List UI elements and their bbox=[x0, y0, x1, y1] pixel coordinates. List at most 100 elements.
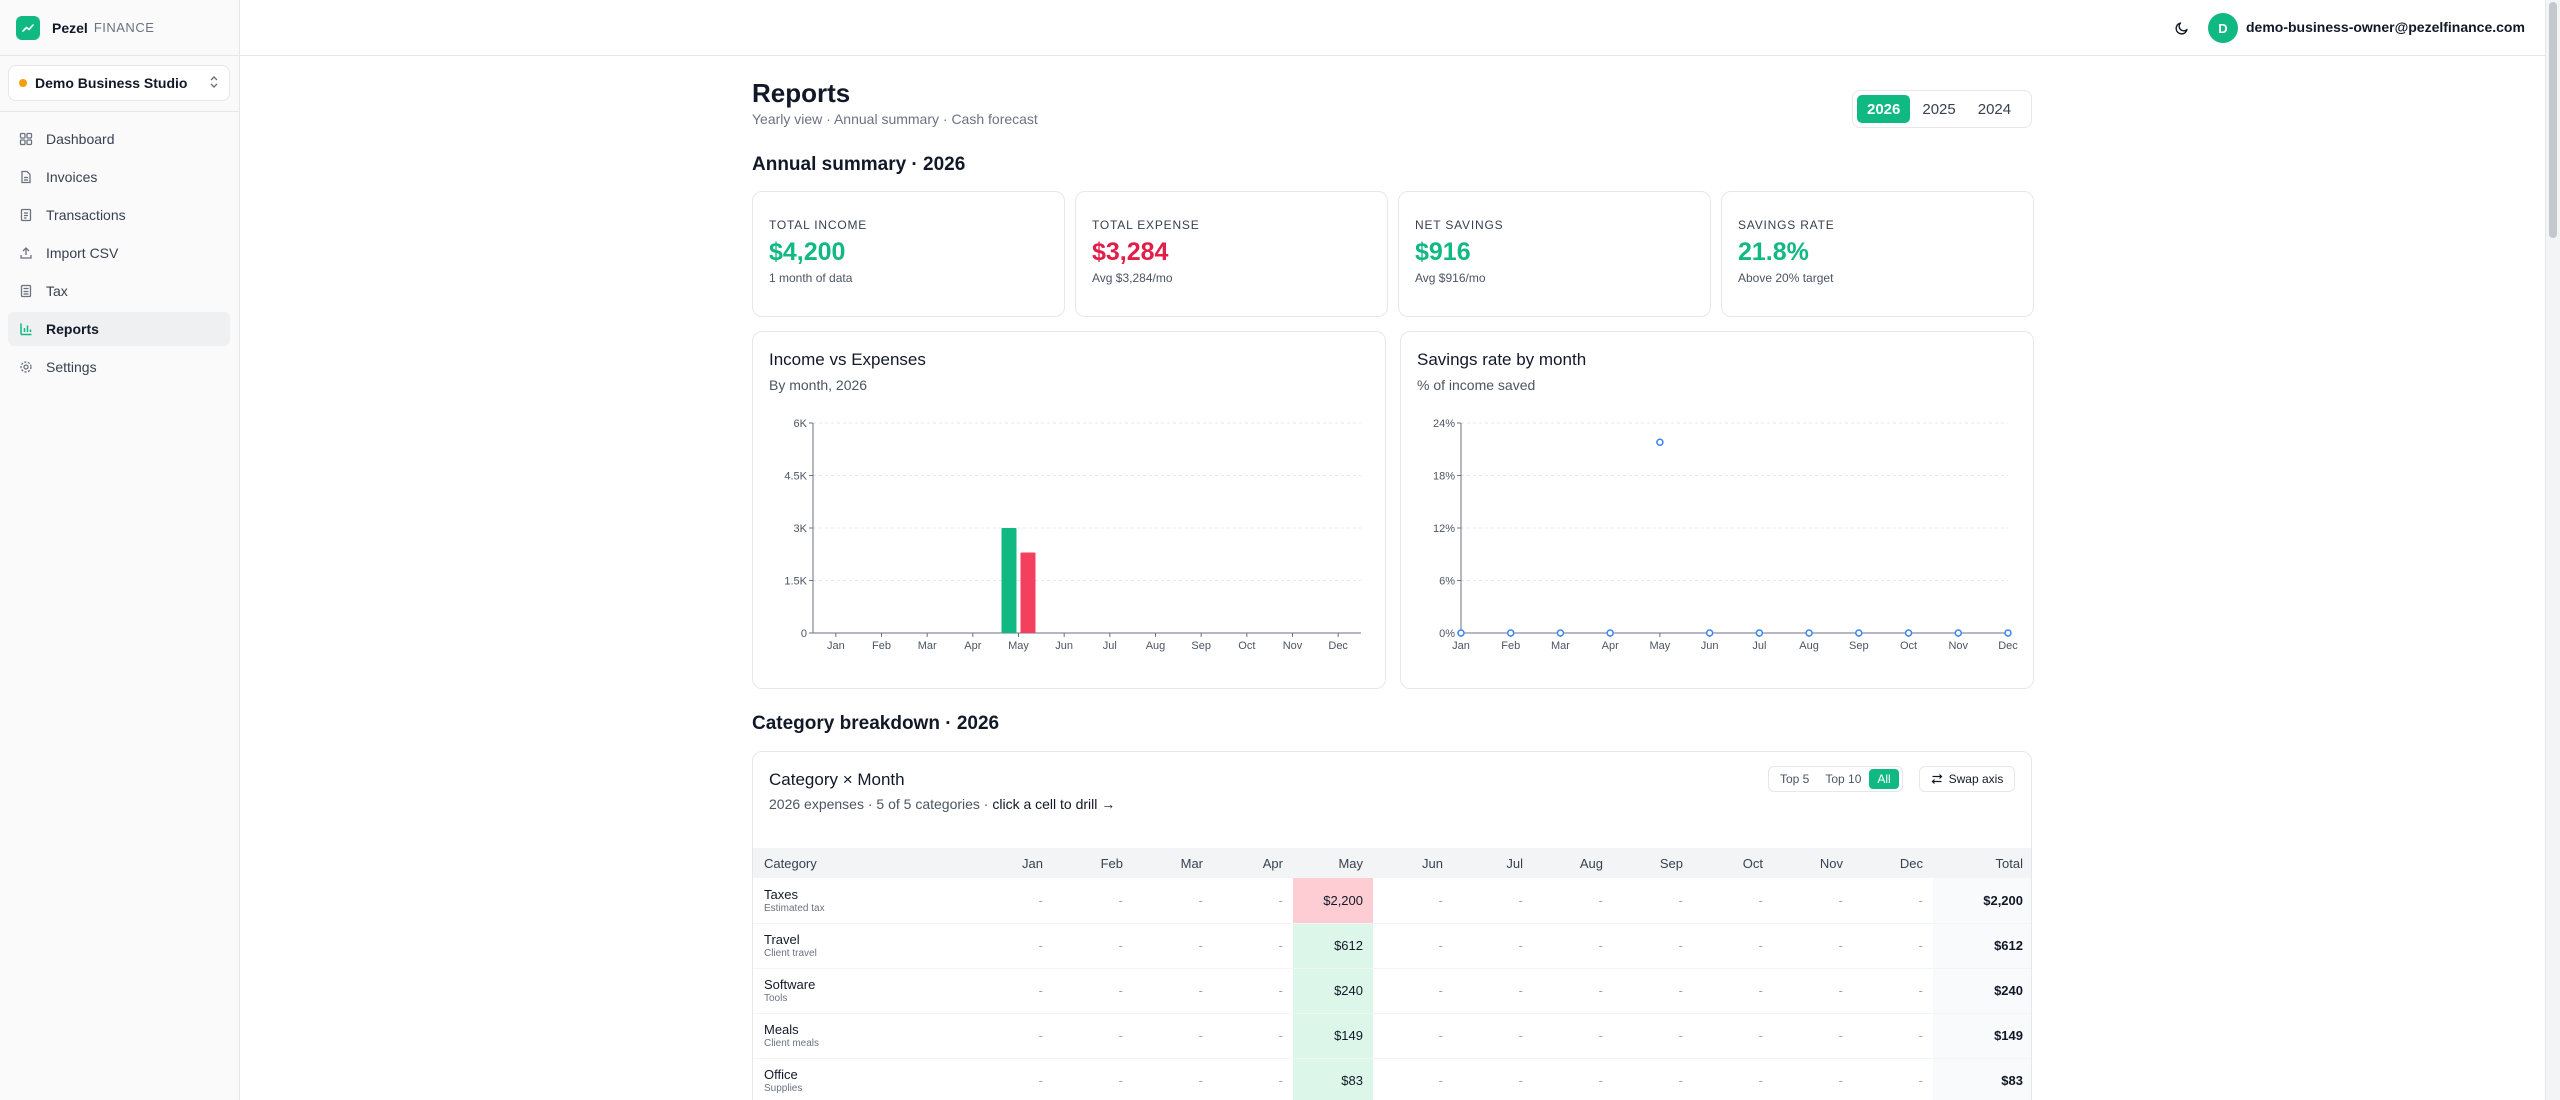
empty-cell[interactable]: - bbox=[1613, 968, 1693, 1014]
empty-cell[interactable]: - bbox=[1373, 923, 1453, 969]
point-feb[interactable] bbox=[1506, 629, 1515, 637]
point-aug[interactable] bbox=[1805, 629, 1813, 637]
empty-cell[interactable]: - bbox=[1213, 1013, 1293, 1059]
year-2025-button[interactable]: 2025 bbox=[1922, 100, 1956, 118]
empty-cell[interactable]: - bbox=[1453, 1013, 1533, 1059]
empty-cell[interactable]: - bbox=[1853, 1058, 1933, 1100]
sidebar-item-settings[interactable]: Settings bbox=[8, 350, 230, 384]
column-header-dec[interactable]: Dec bbox=[1853, 848, 1933, 878]
empty-cell[interactable]: - bbox=[1533, 1013, 1613, 1059]
sidebar-item-import-csv[interactable]: Import CSV bbox=[8, 236, 230, 270]
point-nov[interactable] bbox=[1954, 629, 1963, 637]
empty-cell[interactable]: - bbox=[1533, 878, 1613, 924]
empty-cell[interactable]: - bbox=[1373, 1058, 1453, 1100]
empty-cell[interactable]: - bbox=[1133, 968, 1213, 1014]
empty-cell[interactable]: - bbox=[1533, 968, 1613, 1014]
all-button[interactable]: All bbox=[1869, 769, 1899, 789]
column-header-feb[interactable]: Feb bbox=[1053, 848, 1133, 878]
amount-cell[interactable]: $149 bbox=[1293, 1013, 1373, 1059]
top-5-button[interactable]: Top 5 bbox=[1780, 772, 1810, 786]
empty-cell[interactable]: - bbox=[1453, 923, 1533, 969]
column-header-jul[interactable]: Jul bbox=[1453, 848, 1533, 878]
point-dec[interactable] bbox=[2004, 629, 2012, 637]
empty-cell[interactable]: - bbox=[1773, 968, 1853, 1014]
column-header-apr[interactable]: Apr bbox=[1213, 848, 1293, 878]
empty-cell[interactable]: - bbox=[1453, 1058, 1533, 1100]
moon-icon[interactable] bbox=[2170, 16, 2194, 40]
column-header-jun[interactable]: Jun bbox=[1373, 848, 1453, 878]
column-header-may[interactable]: May bbox=[1293, 848, 1373, 878]
empty-cell[interactable]: - bbox=[973, 1013, 1053, 1059]
empty-cell[interactable]: - bbox=[1693, 878, 1773, 924]
amount-cell[interactable]: $83 bbox=[1293, 1058, 1373, 1100]
point-jan[interactable] bbox=[1457, 629, 1465, 637]
column-header-mar[interactable]: Mar bbox=[1133, 848, 1213, 878]
empty-cell[interactable]: - bbox=[1213, 1058, 1293, 1100]
point-mar[interactable] bbox=[1556, 629, 1565, 637]
point-sep[interactable] bbox=[1855, 629, 1863, 637]
point-oct[interactable] bbox=[1904, 629, 1913, 637]
empty-cell[interactable]: - bbox=[1613, 1058, 1693, 1100]
empty-cell[interactable]: - bbox=[1373, 878, 1453, 924]
empty-cell[interactable]: - bbox=[973, 878, 1053, 924]
empty-cell[interactable]: - bbox=[1133, 923, 1213, 969]
empty-cell[interactable]: - bbox=[973, 1058, 1053, 1100]
amount-cell[interactable]: $240 bbox=[1293, 968, 1373, 1014]
empty-cell[interactable]: - bbox=[1613, 878, 1693, 924]
empty-cell[interactable]: - bbox=[973, 968, 1053, 1014]
sidebar-item-reports[interactable]: Reports bbox=[8, 312, 230, 346]
empty-cell[interactable]: - bbox=[1133, 878, 1213, 924]
column-header-sep[interactable]: Sep bbox=[1613, 848, 1693, 878]
column-header-jan[interactable]: Jan bbox=[973, 848, 1053, 878]
empty-cell[interactable]: - bbox=[1213, 878, 1293, 924]
empty-cell[interactable]: - bbox=[1053, 878, 1133, 924]
amount-cell[interactable]: $612 bbox=[1293, 923, 1373, 969]
column-header-category[interactable]: Category bbox=[753, 848, 973, 878]
sidebar-item-dashboard[interactable]: Dashboard bbox=[8, 122, 230, 156]
avatar[interactable]: D bbox=[2208, 13, 2238, 43]
amount-cell[interactable]: $2,200 bbox=[1293, 878, 1373, 924]
column-header-nov[interactable]: Nov bbox=[1773, 848, 1853, 878]
empty-cell[interactable]: - bbox=[1773, 923, 1853, 969]
empty-cell[interactable]: - bbox=[1053, 923, 1133, 969]
empty-cell[interactable]: - bbox=[1533, 923, 1613, 969]
scrollbar[interactable] bbox=[2545, 0, 2560, 1100]
point-jul[interactable] bbox=[1755, 629, 1764, 637]
bar-may-series-0[interactable] bbox=[1001, 528, 1017, 633]
empty-cell[interactable]: - bbox=[1053, 1058, 1133, 1100]
empty-cell[interactable]: - bbox=[1213, 968, 1293, 1014]
empty-cell[interactable]: - bbox=[1693, 1058, 1773, 1100]
empty-cell[interactable]: - bbox=[1613, 1013, 1693, 1059]
workspace-switcher[interactable]: Demo Business Studio bbox=[8, 65, 230, 101]
swap-axis-button[interactable]: Swap axis bbox=[1919, 766, 2015, 792]
empty-cell[interactable]: - bbox=[1133, 1013, 1213, 1059]
empty-cell[interactable]: - bbox=[1373, 1013, 1453, 1059]
empty-cell[interactable]: - bbox=[1773, 878, 1853, 924]
empty-cell[interactable]: - bbox=[1613, 923, 1693, 969]
user-email[interactable]: demo-business-owner@pezelfinance.com bbox=[2246, 19, 2525, 35]
empty-cell[interactable]: - bbox=[1853, 923, 1933, 969]
empty-cell[interactable]: - bbox=[1853, 878, 1933, 924]
sidebar-item-tax[interactable]: Tax bbox=[8, 274, 230, 308]
column-header-aug[interactable]: Aug bbox=[1533, 848, 1613, 878]
empty-cell[interactable]: - bbox=[1773, 1058, 1853, 1100]
year-2024-button[interactable]: 2024 bbox=[1977, 100, 2012, 118]
point-jun[interactable] bbox=[1705, 629, 1714, 637]
bar-may-series-1[interactable] bbox=[1020, 552, 1036, 634]
empty-cell[interactable]: - bbox=[1853, 1013, 1933, 1059]
sidebar-item-invoices[interactable]: Invoices bbox=[8, 160, 230, 194]
empty-cell[interactable]: - bbox=[1133, 1058, 1213, 1100]
sidebar-item-transactions[interactable]: Transactions bbox=[8, 198, 230, 232]
brand[interactable]: Pezel FINANCE bbox=[0, 0, 239, 56]
scrollbar-thumb[interactable] bbox=[2549, 2, 2557, 238]
year-2026-button[interactable]: 2026 bbox=[1857, 95, 1911, 123]
empty-cell[interactable]: - bbox=[1533, 1058, 1613, 1100]
point-may[interactable] bbox=[1656, 438, 1664, 446]
empty-cell[interactable]: - bbox=[1693, 923, 1773, 969]
empty-cell[interactable]: - bbox=[973, 923, 1053, 969]
empty-cell[interactable]: - bbox=[1373, 968, 1453, 1014]
empty-cell[interactable]: - bbox=[1453, 968, 1533, 1014]
empty-cell[interactable]: - bbox=[1693, 968, 1773, 1014]
point-apr[interactable] bbox=[1606, 629, 1614, 637]
top-10-button[interactable]: Top 10 bbox=[1825, 772, 1862, 786]
